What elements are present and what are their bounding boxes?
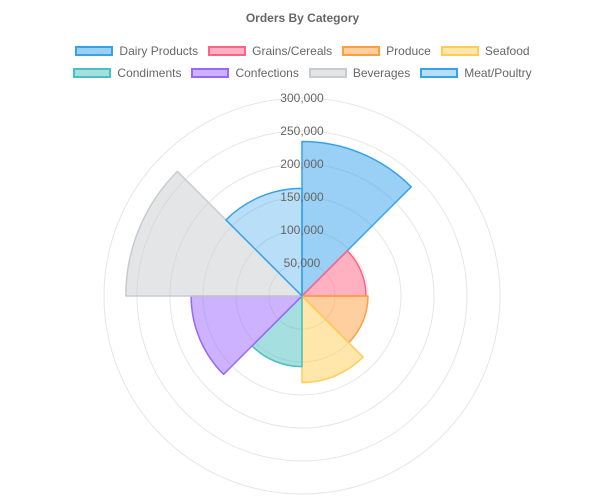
legend-swatch [420,68,459,78]
legend-item-beverages[interactable]: Beverages [308,66,411,80]
legend-label: Condiments [117,66,182,80]
legend-item-meat-poultry[interactable]: Meat/Poultry [420,66,532,80]
legend-item-confections[interactable]: Confections [191,66,299,80]
segment-dairy-products[interactable] [301,140,412,297]
legend-label: Produce [386,44,431,58]
legend-row-2: Condiments Confections Beverages Meat/Poult… [0,66,605,80]
segment-seafood[interactable] [301,295,364,384]
legend-swatch [208,46,247,56]
legend-row-1: Dairy Products Grains/Cereals Produce Seafo… [0,44,605,58]
chart-title: Orders By Category [245,11,360,25]
legend-swatch [440,46,479,56]
segment-confections[interactable] [190,295,303,376]
r-tick-label: 200,000 [280,157,324,171]
r-tick-label: 150,000 [280,190,324,204]
r-tick-label: 50,000 [284,256,321,270]
legend-label: Confections [235,66,299,80]
legend-swatch [75,46,114,56]
legend-label: Beverages [352,66,411,80]
legend-label: Meat/Poultry [464,66,532,80]
legend-swatch [73,68,112,78]
segment-beverages[interactable] [125,170,303,297]
legend-label: Grains/Cereals [252,44,333,58]
legend-item-grains-cereals[interactable]: Grains/Cereals [208,44,332,58]
r-tick-label: 100,000 [280,223,324,237]
segment-meat-poultry[interactable] [225,187,303,297]
grid-circle [103,97,501,495]
legend-label: Seafood [484,44,530,58]
legend-item-condiments[interactable]: Condiments [73,66,181,80]
legend-item-dairy-products[interactable]: Dairy Products [75,44,198,58]
legend-swatch [308,68,347,78]
r-tick-label: 250,000 [280,124,324,138]
legend-swatch [342,46,381,56]
legend-item-produce[interactable]: Produce [342,44,431,58]
legend-item-seafood[interactable]: Seafood [440,44,530,58]
legend-label: Dairy Products [119,44,199,58]
r-tick-label: 300,000 [280,91,324,105]
tick-layer: 50,000 100,000 150,000 200,000 250,000 300,00… [280,91,324,270]
segment-layer [125,140,412,384]
legend-swatch [191,68,230,78]
